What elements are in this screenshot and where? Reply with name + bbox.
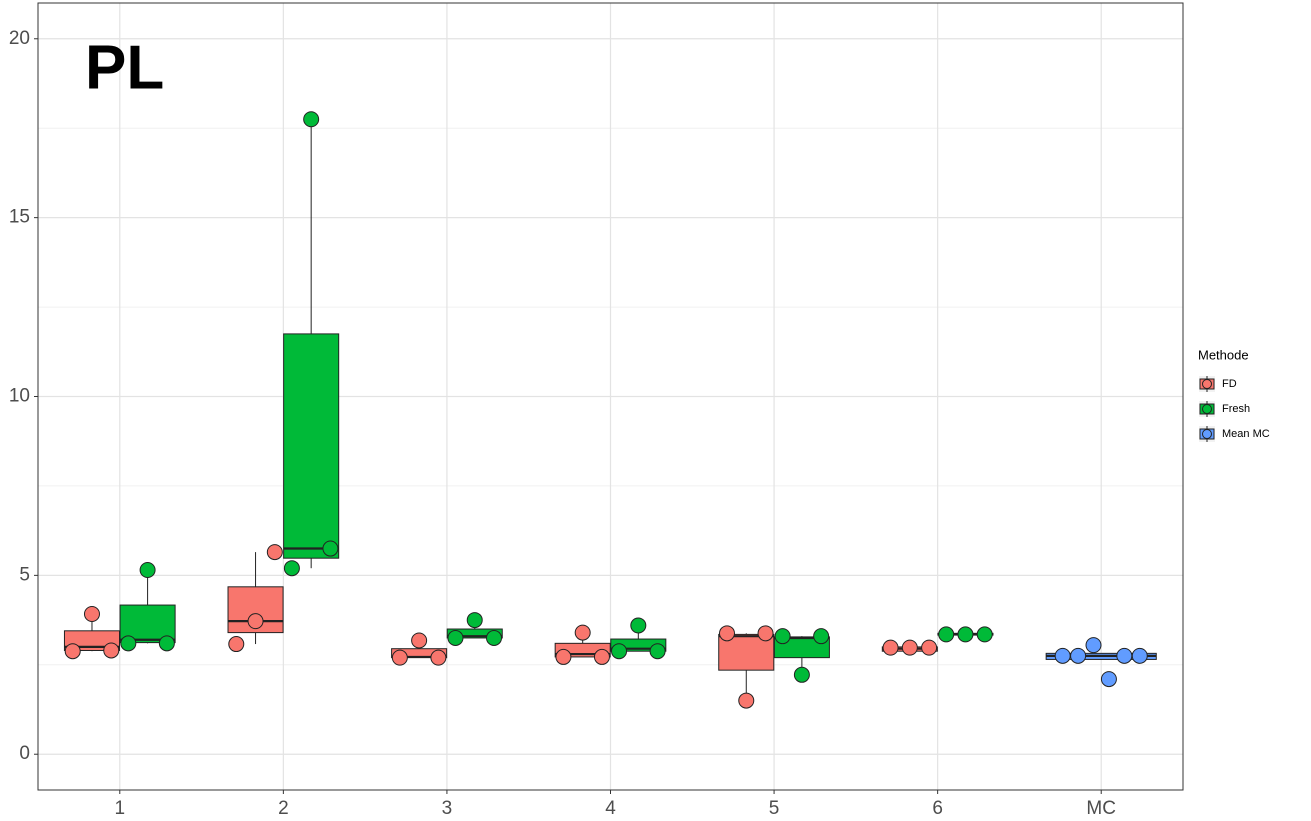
point — [120, 635, 137, 652]
legend-key-point — [1202, 379, 1212, 389]
chart-title: PL — [85, 33, 164, 102]
point — [1116, 647, 1133, 664]
point — [738, 692, 755, 709]
legend-key-point — [1202, 429, 1212, 439]
point — [411, 632, 428, 649]
x-tick-label: MC — [1086, 798, 1116, 819]
marks — [63, 111, 1157, 709]
x-tick-label: 1 — [114, 798, 125, 819]
box — [446, 628, 503, 639]
point — [1054, 647, 1071, 664]
x-tick-label: 3 — [442, 798, 453, 819]
point — [64, 643, 81, 660]
point — [466, 612, 483, 629]
point — [774, 628, 791, 645]
point — [447, 629, 464, 646]
point — [793, 666, 810, 683]
x-tick-label: 4 — [605, 798, 616, 819]
y-tick-label: 20 — [9, 28, 30, 49]
box — [283, 333, 340, 559]
point — [103, 642, 120, 659]
point — [921, 639, 938, 656]
point — [718, 625, 735, 642]
legend-title: Methode — [1198, 347, 1249, 362]
point — [158, 635, 175, 652]
legend-label: FD — [1222, 378, 1237, 390]
x-tick-label: 6 — [932, 798, 943, 819]
point — [957, 626, 974, 643]
point — [938, 626, 955, 643]
x-tick-label: 5 — [769, 798, 780, 819]
point — [228, 636, 245, 653]
point — [391, 649, 408, 666]
point — [813, 628, 830, 645]
point — [1100, 671, 1117, 688]
legend-key-point — [1202, 404, 1212, 414]
point — [574, 624, 591, 641]
point — [247, 613, 264, 630]
point — [322, 540, 339, 557]
y-tick-label: 15 — [9, 207, 30, 228]
point — [555, 648, 572, 665]
point — [901, 639, 918, 656]
point — [430, 649, 447, 666]
point — [303, 111, 320, 128]
point — [630, 617, 647, 634]
point — [1131, 647, 1148, 664]
point — [266, 544, 283, 561]
y-tick-label: 0 — [19, 743, 30, 764]
point — [611, 643, 628, 660]
point — [83, 605, 100, 622]
point — [976, 626, 993, 643]
x-tick-label: 2 — [278, 798, 289, 819]
point — [593, 648, 610, 665]
point — [882, 639, 899, 656]
y-tick-label: 5 — [19, 564, 30, 585]
legend-label: Mean MC — [1222, 428, 1270, 440]
point — [649, 643, 666, 660]
point — [757, 625, 774, 642]
point — [1085, 637, 1102, 654]
point — [1070, 647, 1087, 664]
point — [486, 629, 503, 646]
y-tick-label: 10 — [9, 386, 30, 407]
legend-label: Fresh — [1222, 403, 1250, 415]
point — [139, 561, 156, 578]
point — [283, 560, 300, 577]
